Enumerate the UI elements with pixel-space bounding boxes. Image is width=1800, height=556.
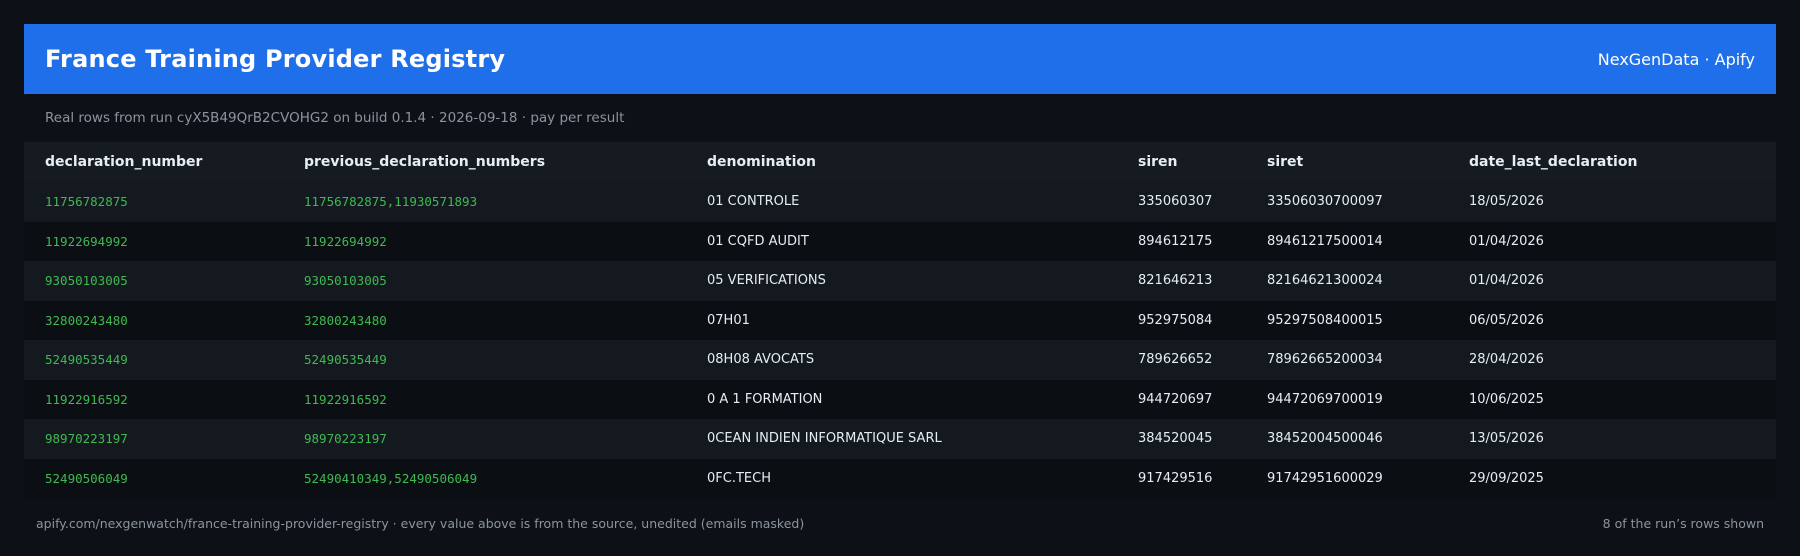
declaration-number-cell: 52490506049 (45, 470, 128, 486)
column-header-denomination: denomination (707, 154, 816, 170)
siren-cell: 952975084 (1138, 312, 1213, 328)
previous-declaration-numbers-cell: 98970223197 (304, 431, 387, 447)
declaration-number-cell: 11922916592 (45, 391, 128, 407)
table-row: 52490535449 52490535449 08H08 AVOCATS 78… (24, 340, 1776, 380)
siren-cell: 335060307 (1138, 194, 1213, 210)
declaration-number-cell: 11756782875 (45, 194, 128, 210)
date-last-declaration-cell: 28/04/2026 (1469, 352, 1544, 368)
denomination-cell: 07H01 (707, 312, 750, 328)
siren-cell: 384520045 (1138, 431, 1213, 447)
siret-cell: 38452004500046 (1267, 431, 1383, 447)
declaration-number-cell: 93050103005 (45, 273, 128, 289)
declaration-number-cell: 98970223197 (45, 431, 128, 447)
column-header-date-last-declaration: date_last_declaration (1469, 154, 1638, 170)
previous-declaration-numbers-cell: 11922916592 (304, 391, 387, 407)
denomination-cell: 0CEAN INDIEN INFORMATIQUE SARL (707, 431, 942, 447)
column-header-siret: siret (1267, 154, 1304, 170)
denomination-cell: 08H08 AVOCATS (707, 352, 815, 368)
page-title: France Training Provider Registry (45, 45, 506, 73)
siret-cell: 95297508400015 (1267, 312, 1383, 328)
table-row: 11756782875 11756782875,11930571893 01 C… (24, 182, 1776, 222)
previous-declaration-numbers-cell: 52490410349,52490506049 (304, 470, 478, 486)
denomination-cell: 01 CONTROLE (707, 194, 800, 210)
date-last-declaration-cell: 06/05/2026 (1469, 312, 1544, 328)
denomination-cell: 01 CQFD AUDIT (707, 233, 809, 249)
table-row: 98970223197 98970223197 0CEAN INDIEN INF… (24, 419, 1776, 459)
siret-cell: 78962665200034 (1267, 352, 1383, 368)
denomination-cell: 05 VERIFICATIONS (707, 273, 826, 289)
siren-cell: 821646213 (1138, 273, 1213, 289)
date-last-declaration-cell: 29/09/2025 (1469, 470, 1544, 486)
date-last-declaration-cell: 01/04/2026 (1469, 233, 1544, 249)
table-row: 93050103005 93050103005 05 VERIFICATIONS… (24, 261, 1776, 301)
denomination-cell: 0 A 1 FORMATION (707, 391, 823, 407)
date-last-declaration-cell: 01/04/2026 (1469, 273, 1544, 289)
registry-table: declaration_number previous_declaration_… (24, 142, 1776, 498)
siren-cell: 894612175 (1138, 233, 1213, 249)
declaration-number-cell: 11922694992 (45, 233, 128, 249)
declaration-number-cell: 52490535449 (45, 352, 128, 368)
date-last-declaration-cell: 13/05/2026 (1469, 431, 1544, 447)
previous-declaration-numbers-cell: 93050103005 (304, 273, 387, 289)
previous-declaration-numbers-cell: 11922694992 (304, 233, 387, 249)
declaration-number-cell: 32800243480 (45, 312, 128, 328)
column-header-declaration-number: declaration_number (45, 154, 203, 170)
date-last-declaration-cell: 18/05/2026 (1469, 194, 1544, 210)
footer: apify.com/nexgenwatch/france-training-pr… (36, 516, 1764, 531)
siret-cell: 89461217500014 (1267, 233, 1383, 249)
siret-cell: 94472069700019 (1267, 391, 1383, 407)
siret-cell: 91742951600029 (1267, 470, 1383, 486)
brand-label: NexGenData · Apify (1597, 49, 1755, 69)
siren-cell: 944720697 (1138, 391, 1213, 407)
footer-row-count: 8 of the run’s rows shown (1602, 516, 1764, 531)
previous-declaration-numbers-cell: 11756782875,11930571893 (304, 194, 478, 210)
table-row: 11922694992 11922694992 01 CQFD AUDIT 89… (24, 221, 1776, 261)
table-header-row: declaration_number previous_declaration_… (24, 142, 1776, 182)
column-header-siren: siren (1138, 154, 1178, 170)
header-banner: France Training Provider Registry NexGen… (24, 24, 1776, 94)
date-last-declaration-cell: 10/06/2025 (1469, 391, 1544, 407)
siret-cell: 33506030700097 (1267, 194, 1383, 210)
siren-cell: 789626652 (1138, 352, 1213, 368)
siren-cell: 917429516 (1138, 470, 1213, 486)
table-row: 32800243480 32800243480 07H01 952975084 … (24, 300, 1776, 340)
siret-cell: 82164621300024 (1267, 273, 1383, 289)
previous-declaration-numbers-cell: 32800243480 (304, 312, 387, 328)
previous-declaration-numbers-cell: 52490535449 (304, 352, 387, 368)
denomination-cell: 0FC.TECH (707, 470, 771, 486)
run-subtitle: Real rows from run cyX5B49QrB2CVOHG2 on … (45, 110, 625, 126)
footer-source-note: apify.com/nexgenwatch/france-training-pr… (36, 516, 805, 531)
table-row: 52490506049 52490410349,52490506049 0FC.… (24, 458, 1776, 498)
table-row: 11922916592 11922916592 0 A 1 FORMATION … (24, 379, 1776, 419)
column-header-previous-declaration-numbers: previous_declaration_numbers (304, 154, 546, 170)
